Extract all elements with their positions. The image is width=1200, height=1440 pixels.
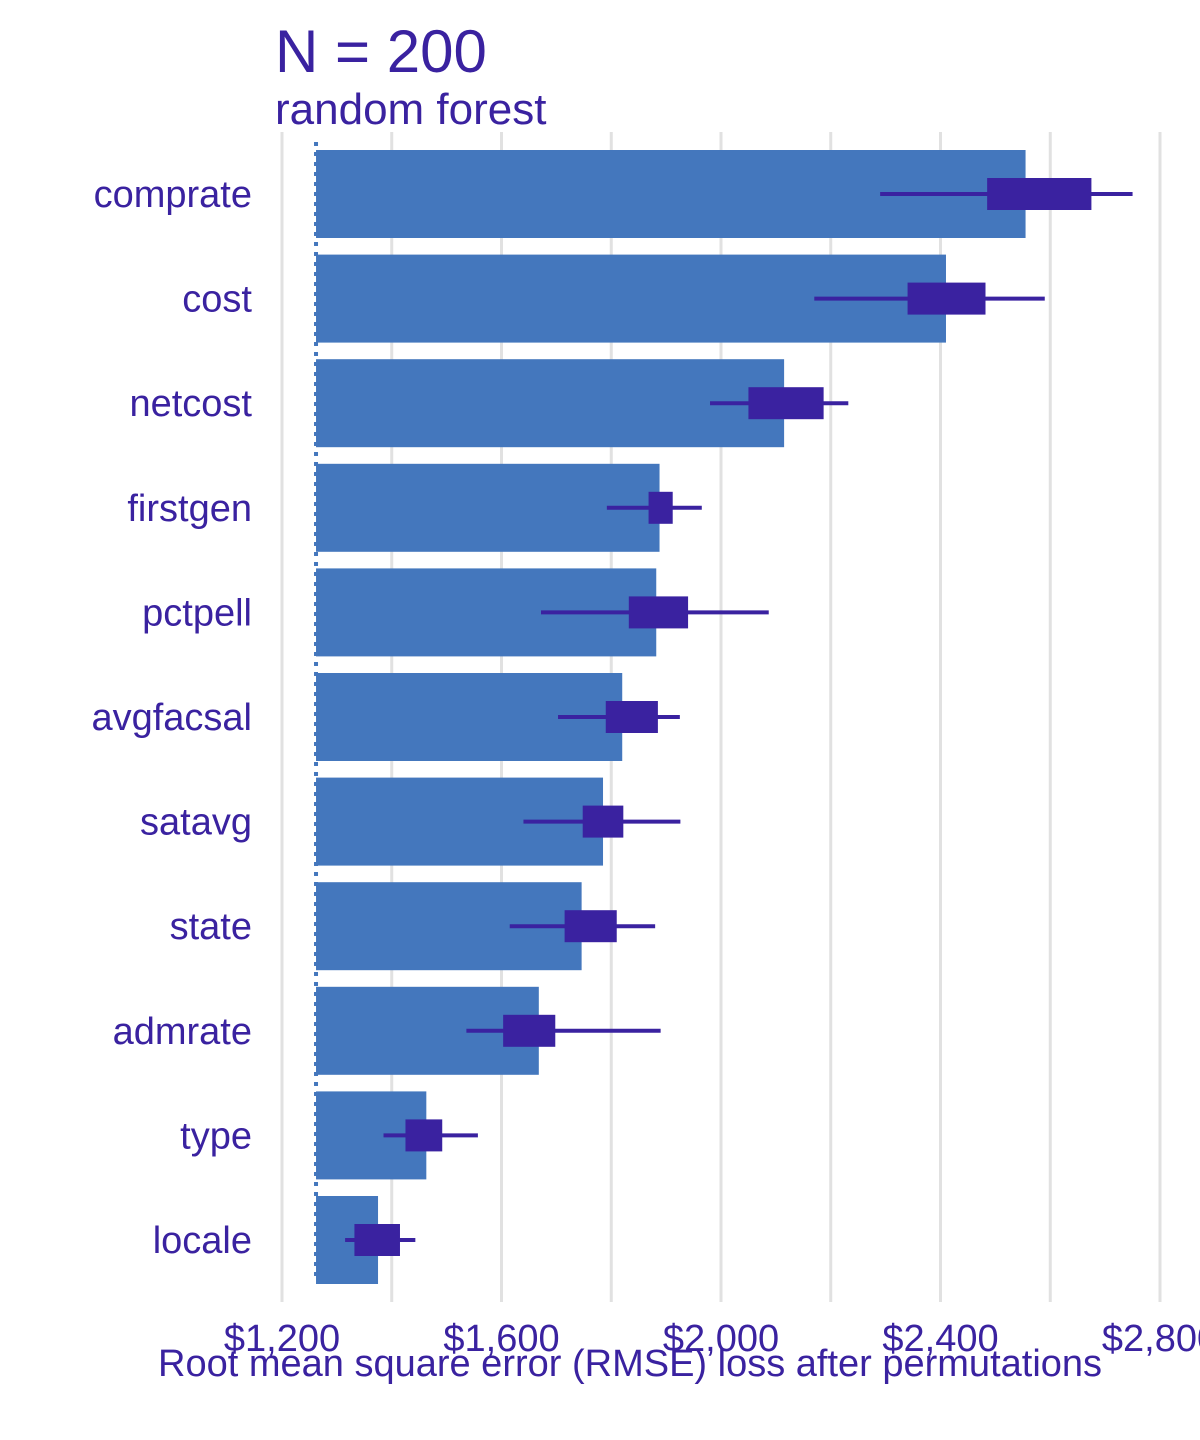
interval-box-satavg (582, 805, 624, 838)
y-tick-label-locale: locale (153, 1220, 252, 1262)
y-tick-label-state: state (170, 906, 252, 948)
y-tick-label-pctpell: pctpell (142, 592, 252, 634)
x-tick-label: $2,800 (1102, 1318, 1200, 1360)
y-tick-label-type: type (180, 1115, 252, 1157)
y-tick-label-firstgen: firstgen (127, 488, 252, 530)
chart-subtitle: random forest (275, 85, 547, 134)
x-tick-label: $1,200 (224, 1318, 340, 1360)
interval-box-state (564, 910, 617, 943)
x-tick-label: $2,400 (882, 1318, 998, 1360)
y-tick-label-admrate: admrate (113, 1011, 252, 1053)
interval-box-admrate (503, 1014, 556, 1047)
interval-box-cost (907, 282, 986, 315)
bar-netcost (316, 359, 785, 448)
interval-box-type (405, 1119, 443, 1152)
y-tick-label-avgfacsal: avgfacsal (91, 697, 252, 739)
interval-box-firstgen (648, 491, 673, 524)
y-tick-label-cost: cost (182, 279, 252, 321)
x-tick-label: $2,000 (663, 1318, 779, 1360)
bar-firstgen (316, 463, 660, 552)
x-axis-label: Root mean square error (RMSE) loss after… (158, 1343, 1103, 1385)
y-tick-label-comprate: comprate (94, 174, 252, 216)
interval-box-avgfacsal (605, 701, 658, 733)
chart-title: N = 200 (275, 18, 487, 85)
y-tick-label-netcost: netcost (129, 383, 252, 425)
interval-box-comprate (987, 178, 1092, 210)
interval-box-netcost (748, 387, 824, 420)
y-tick-label-satavg: satavg (140, 802, 252, 844)
interval-box-locale (354, 1224, 400, 1256)
interval-box-pctpell (628, 596, 689, 629)
x-tick-label: $1,600 (443, 1318, 559, 1360)
